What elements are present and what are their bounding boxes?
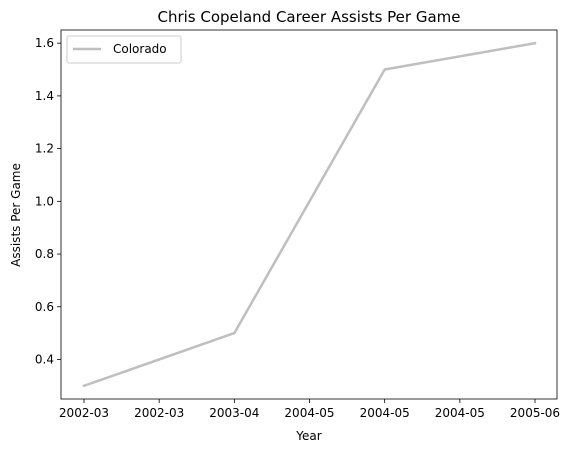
plot-frame bbox=[60, 29, 558, 400]
series-line-colorado bbox=[82, 41, 537, 388]
x-axis-ticks: 2002-03 2002-03 2003-04 2004-05 2004-05 2004-… bbox=[59, 399, 560, 420]
y-axis-label: Assists Per Game bbox=[9, 163, 23, 267]
plot-area bbox=[61, 30, 557, 399]
y-tick-label: 1.0 bbox=[35, 194, 54, 208]
x-tick-label: 2004-05 bbox=[435, 406, 485, 420]
x-axis-label: Year bbox=[295, 429, 321, 443]
x-tick-label: 2002-03 bbox=[134, 406, 184, 420]
y-axis-ticks: 0.4 0.6 0.8 1.0 1.2 1.4 1.6 bbox=[35, 36, 61, 366]
y-tick-label: 0.4 bbox=[35, 352, 54, 366]
legend-box bbox=[66, 35, 182, 64]
x-tick-label: 2002-03 bbox=[59, 406, 109, 420]
series-layer bbox=[82, 41, 537, 388]
y-tick-label: 1.2 bbox=[35, 142, 54, 156]
legend-label-colorado: Colorado bbox=[113, 42, 167, 56]
y-tick-label: 1.6 bbox=[35, 36, 54, 50]
y-tick-label: 0.8 bbox=[35, 247, 54, 261]
chart-title: Chris Copeland Career Assists Per Game bbox=[157, 8, 460, 26]
y-tick-label: 0.6 bbox=[35, 300, 54, 314]
x-tick-label: 2003-04 bbox=[209, 406, 259, 420]
legend: Colorado bbox=[66, 35, 182, 64]
y-tick-label: 1.4 bbox=[35, 89, 54, 103]
x-tick-label: 2004-05 bbox=[284, 406, 334, 420]
x-tick-label: 2004-05 bbox=[360, 406, 410, 420]
x-tick-label: 2005-06 bbox=[510, 406, 560, 420]
